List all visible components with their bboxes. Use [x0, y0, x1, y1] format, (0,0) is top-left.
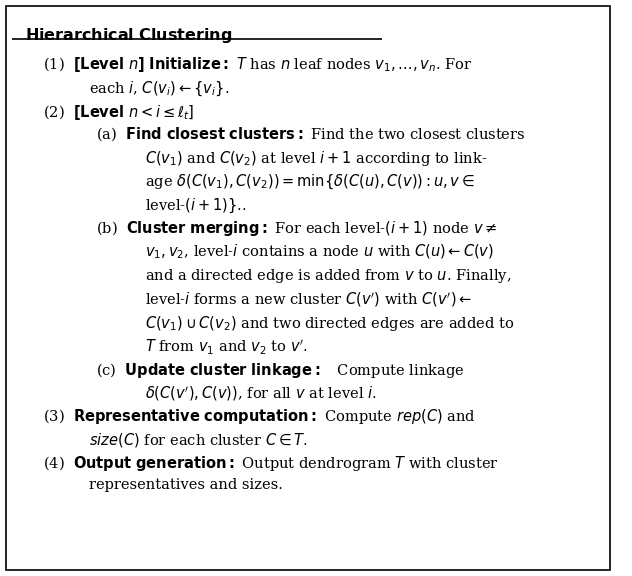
- Text: $\delta(\it{C}(\it{v}'), \it{C}(\it{v}))$, for all $\it{v}$ at level $\it{i}$.: $\delta(\it{C}(\it{v}'), \it{C}(\it{v}))…: [145, 384, 377, 403]
- Text: each $\it{i}$, $\it{C}(\it{v}_i) \leftarrow \{\it{v}_i\}$.: each $\it{i}$, $\it{C}(\it{v}_i) \leftar…: [89, 79, 229, 98]
- Text: (3)  $\mathbf{Representative\ computation:}$ Compute $\mathit{rep}(\it{C})$ and: (3) $\mathbf{Representative\ computation…: [43, 407, 476, 426]
- Text: (c)  $\mathbf{Update\ cluster\ linkage:}$   Compute linkage: (c) $\mathbf{Update\ cluster\ linkage:}$…: [95, 361, 464, 380]
- FancyBboxPatch shape: [6, 6, 611, 570]
- Text: $\it{C}(\it{v}_1) \cup \it{C}(\it{v}_2)$ and two directed edges are added to: $\it{C}(\it{v}_1) \cup \it{C}(\it{v}_2)$…: [145, 314, 514, 333]
- Text: (b)  $\mathbf{Cluster\ merging:}$ For each level-$(\it{i} + 1)$ node $\it{v} \ne: (b) $\mathbf{Cluster\ merging:}$ For eac…: [95, 219, 497, 238]
- Text: $\it{T}$ from $\it{v}_1$ and $\it{v}_2$ to $\it{v}'$.: $\it{T}$ from $\it{v}_1$ and $\it{v}_2$ …: [145, 338, 308, 357]
- Text: representatives and sizes.: representatives and sizes.: [89, 478, 283, 491]
- Text: $\it{v}_1, \it{v}_2$, level-$\it{i}$ contains a node $\it{u}$ with $\it{C}(\it{u: $\it{v}_1, \it{v}_2$, level-$\it{i}$ con…: [145, 243, 494, 262]
- Text: (2)  $\mathbf{[Level}$ $\mathbf{\it{n} < \it{i} \leq \ell_t]}$: (2) $\mathbf{[Level}$ $\mathbf{\it{n} < …: [43, 103, 195, 122]
- Text: (a)  $\mathbf{Find\ closest\ clusters:}$ Find the two closest clusters: (a) $\mathbf{Find\ closest\ clusters:}$ …: [95, 126, 525, 143]
- Text: $\mathbf{Hierarchical\ Clustering}$: $\mathbf{Hierarchical\ Clustering}$: [25, 26, 232, 45]
- Text: $\mathit{size}(\it{C})$ for each cluster $\it{C} \in \it{T}$.: $\mathit{size}(\it{C})$ for each cluster…: [89, 431, 308, 449]
- Text: level-$\it{i}$ forms a new cluster $\it{C}(\it{v}')$ with $\it{C}(\it{v}') \left: level-$\it{i}$ forms a new cluster $\it{…: [145, 290, 472, 309]
- Text: (4)  $\mathbf{Output\ generation:}$ Output dendrogram $\it{T}$ with cluster: (4) $\mathbf{Output\ generation:}$ Outpu…: [43, 454, 499, 473]
- Text: $\it{C}(\it{v}_1)$ and $\it{C}(\it{v}_2)$ at level $\it{i} + 1$ according to lin: $\it{C}(\it{v}_1)$ and $\it{C}(\it{v}_2)…: [145, 149, 487, 168]
- Text: age $\delta(\it{C}(\it{v}_1), \it{C}(\it{v}_2)) = \min\{\delta(\it{C}(\it{u}), \: age $\delta(\it{C}(\it{v}_1), \it{C}(\it…: [145, 173, 475, 191]
- Text: (1)  $\mathbf{[Level}$ $\mathbf{\it{n}}\mathbf{]\ Initialize:}$ $\it{T}$ has $\i: (1) $\mathbf{[Level}$ $\mathbf{\it{n}}\m…: [43, 55, 473, 74]
- Text: and a directed edge is added from $\it{v}$ to $\it{u}$. Finally,: and a directed edge is added from $\it{v…: [145, 267, 511, 285]
- Text: level-$(\it{i} + 1)\}$..: level-$(\it{i} + 1)\}$..: [145, 196, 246, 215]
